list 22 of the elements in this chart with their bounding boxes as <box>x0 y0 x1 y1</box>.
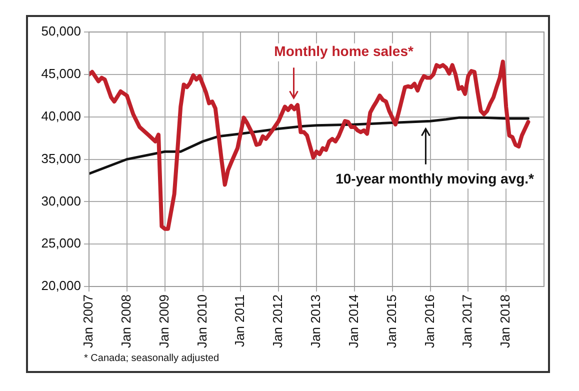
text: * Canada; seasonally adjusted <box>84 353 220 364</box>
x-tick-label: Jan 2009 <box>156 294 172 348</box>
x-tick-label: Jan 2016 <box>422 294 437 348</box>
x-tick-label: Jan 2015 <box>384 294 399 348</box>
x-tick-label: Jan 2007 <box>80 294 96 348</box>
text: 10-year monthly moving avg.* <box>336 170 535 186</box>
y-tick-label: 40,000 <box>41 108 81 124</box>
x-tick-label: Jan 2018 <box>498 294 513 348</box>
series-label: Monthly home sales* <box>274 43 414 60</box>
x-tick-label: Jan 2014 <box>346 294 361 348</box>
x-tick-label: Jan 2017 <box>460 294 475 348</box>
x-tick-label: Jan 2010 <box>194 294 210 348</box>
x-tick-label: Jan 2012 <box>270 294 286 348</box>
y-tick-label: 45,000 <box>41 66 81 81</box>
x-tick-label: Jan 2008 <box>118 294 134 348</box>
y-tick-label: 20,000 <box>41 278 81 294</box>
y-tick-label: 25,000 <box>41 236 81 251</box>
x-tick-label: Jan 2011 <box>232 294 248 348</box>
y-tick-label: 30,000 <box>41 193 81 208</box>
y-tick-label: 35,000 <box>41 150 81 166</box>
y-tick-label: 50,000 <box>41 24 81 39</box>
x-tick-label: Jan 2013 <box>308 294 324 348</box>
